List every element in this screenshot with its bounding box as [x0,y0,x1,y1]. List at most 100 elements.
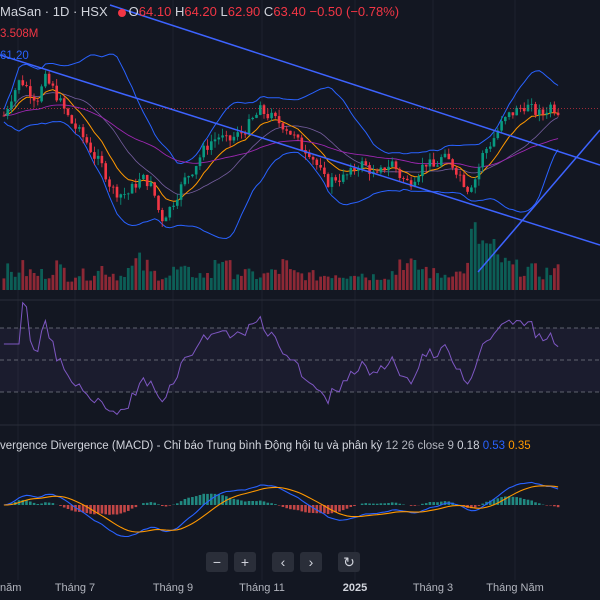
candle-body [553,104,556,113]
volume-bar [198,273,202,290]
macd-histogram-bar [270,503,273,505]
candle-body [266,114,270,119]
volume-bar [424,266,428,290]
macd-histogram-bar [364,503,368,505]
scroll-right-button[interactable]: › [300,552,322,572]
volume-bar [160,279,164,290]
macd-histogram-bar [134,505,138,508]
candle-body [187,176,190,178]
candle-body [274,112,277,117]
macd-histogram-bar [145,502,149,505]
volume-bar [221,262,224,290]
zoom-in-button[interactable]: + [234,552,256,572]
volume-bar [47,278,51,290]
candle-body [149,182,153,187]
macd-histogram-bar [176,503,179,505]
volume-bar [492,239,496,290]
candle-body [526,104,530,112]
volume-bar [470,228,473,290]
high-value: 64.20 [184,4,217,19]
scroll-left-button[interactable]: ‹ [272,552,294,572]
macd-histogram-bar [266,502,270,505]
volume-bar [500,262,503,290]
macd-histogram-bar [164,505,168,507]
macd-histogram-bar [311,505,315,513]
volume-bar [432,268,436,290]
candle-body [534,104,537,115]
macd-histogram-bar [530,500,533,505]
macd-histogram-bar [25,500,28,505]
macd-histogram-bar [315,505,319,514]
volume-bar [134,258,138,290]
macd-histogram-bar [127,505,130,511]
volume-bar [289,269,292,290]
volume-bar [304,280,307,290]
candle-body [194,166,198,175]
trendline-lower [0,54,600,246]
candle-body [417,176,420,182]
candle-body [172,205,175,207]
candle-body [47,73,51,84]
candle-body [89,142,92,153]
macd-histogram-bar [123,505,126,513]
candle-body [500,121,503,131]
volume-bar [556,264,560,290]
macd-histogram-bar [409,505,413,506]
candle-body [164,217,168,222]
volume-bar [104,274,108,290]
macd-histogram-bar [349,505,353,507]
macd-histogram-bar [538,503,541,505]
macd-histogram-bar [421,503,424,505]
candle-body [413,181,417,187]
volume-bar [421,269,424,290]
zoom-out-button[interactable]: − [206,552,228,572]
candle-body [504,117,507,122]
volume-bar [281,259,285,290]
macd-histogram-bar [522,499,526,505]
volume-bar [262,273,266,290]
volume-bar [334,275,338,290]
macd-histogram-bar [259,500,262,505]
macd-histogram-bar [375,503,379,505]
candle-body [470,187,473,192]
macd-histogram-bar [515,497,518,505]
candle-body [225,135,228,137]
macd-histogram-bar [534,502,537,505]
volume-bar [447,277,451,290]
macd-histogram-bar [338,505,341,512]
volume-bar [496,254,500,290]
bb-upper-line [3,53,559,165]
candle-body [157,195,160,210]
close-value: 63.40 [273,4,306,19]
macd-histogram-bar [300,505,304,512]
candle-body [409,180,413,187]
trendline-support [477,129,600,273]
candle-body [251,117,254,120]
macd-histogram-bar [51,503,55,505]
volume-bar [240,275,243,290]
volume-bar [537,276,541,290]
volume-bar [85,280,89,290]
candle-body [338,180,341,182]
macd-histogram-bar [372,503,375,505]
volume-bar [232,279,236,290]
candle-body [40,86,43,102]
macd-histogram-bar [119,505,123,514]
macd-histogram-bar [402,504,405,505]
volume-bar [515,259,519,290]
volume-bar [394,274,398,290]
macd-histogram-bar [240,500,243,505]
candle-body [522,108,526,112]
macd-histogram-bar [217,494,221,505]
macd-histogram-bar [519,497,522,505]
volume-bar [243,269,247,290]
reset-icon[interactable]: ↻ [338,552,360,572]
macd-histogram-bar [390,502,394,505]
candle-body [130,183,134,194]
macd-histogram-bar [304,505,307,513]
macd-histogram-bar [161,505,164,506]
candle-body [217,137,221,140]
macd-histogram-bar [545,505,549,506]
macd-histogram-bar [157,504,160,505]
